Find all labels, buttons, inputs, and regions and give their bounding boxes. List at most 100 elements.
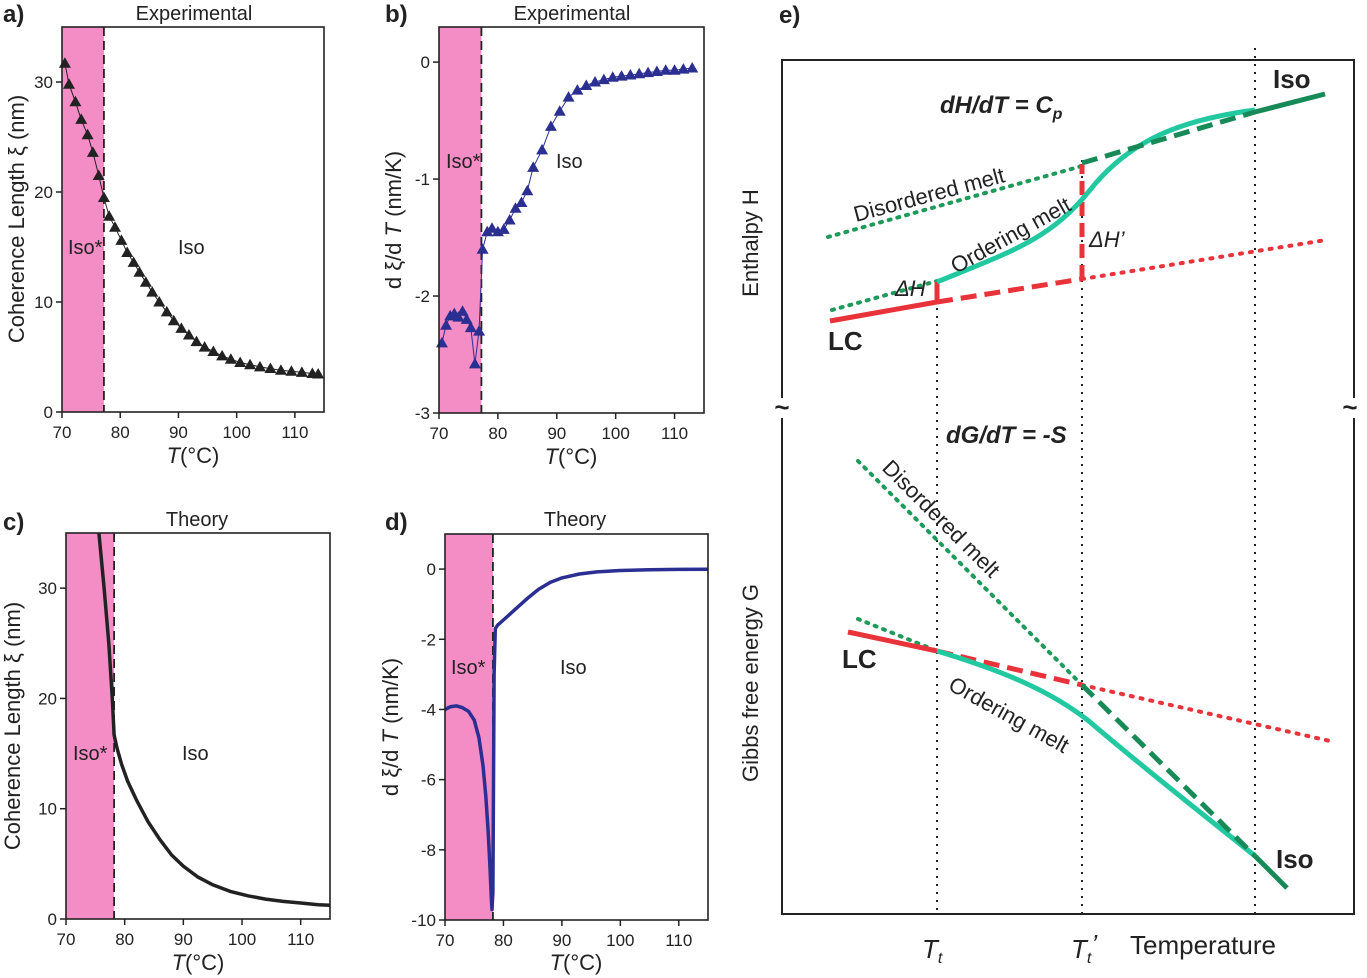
panel-b-data-point xyxy=(536,143,549,155)
panel-a-data-point xyxy=(121,246,134,257)
panel-d-ylabel: d ξ/d T (nm/K) xyxy=(378,658,403,796)
panel-d-x-tick-label: 110 xyxy=(665,931,692,950)
panel-b-data-point xyxy=(476,243,489,254)
panel-d-frame xyxy=(444,533,709,921)
panel-a-y-ticks: 0 10 20 30 xyxy=(34,73,62,422)
panel-c-series-line xyxy=(97,532,331,907)
panel-b-data-point xyxy=(686,61,699,73)
panel-b-y-tick-label: -1 xyxy=(415,170,430,189)
panel-b-shaded-region xyxy=(439,27,482,413)
panel-b-data-point xyxy=(464,321,477,333)
panel-b-data-point xyxy=(527,161,540,172)
panel-b-data-point xyxy=(460,313,473,324)
panel-b-region-right: Iso xyxy=(556,151,583,173)
panel-c-region-right: Iso xyxy=(182,743,209,765)
panel-a-data-point xyxy=(234,356,247,367)
panel-b-x-tick-label: 100 xyxy=(601,424,629,443)
panel-d-y-tick-label: -6 xyxy=(421,771,436,790)
panel-b-data-point xyxy=(521,184,534,196)
panel-d-x-tick-label: 90 xyxy=(552,931,571,950)
enthalpy-ordering-melt-label: Ordering melt xyxy=(946,192,1075,278)
panel-b-data-point xyxy=(571,84,584,95)
panel-b-data-point xyxy=(562,91,575,102)
panel-e-xlabel: Temperature xyxy=(1130,930,1276,960)
gibbs-iso-dashed-line xyxy=(1080,683,1257,858)
panel-e-tick-Tt: Tt xyxy=(922,934,943,967)
panel-a-x-ticks: 70 80 90 100 110 xyxy=(53,412,308,442)
panel-c-region-left: Iso* xyxy=(73,743,108,765)
panel-b-data-point xyxy=(486,222,498,233)
panel-b-y-ticks: -3 -2 -1 0 xyxy=(415,53,439,423)
panel-e-ylabel-bottom: Gibbs free energy G xyxy=(738,584,763,782)
panel-a-data-point xyxy=(175,322,188,333)
panel-d-title: Theory xyxy=(544,509,606,531)
panel-b-data-point xyxy=(509,202,522,213)
panel-d-x-tick-label: 100 xyxy=(606,931,634,950)
panel-d-label: d) xyxy=(385,509,408,536)
panel-a-xlabel: T(°C) xyxy=(167,443,220,468)
enthalpy-lc-dashed-line xyxy=(936,276,1083,305)
panel-d-y-tick-label: -4 xyxy=(421,700,436,719)
panel-b-data-point xyxy=(615,70,628,81)
panel-c-y-ticks: 0 10 20 30 xyxy=(38,579,66,929)
panel-a-data-point xyxy=(160,305,173,317)
enthalpy-iso-solid-line xyxy=(1254,91,1326,115)
panel-c-frame xyxy=(65,532,331,920)
panel-b-data-point xyxy=(624,68,637,80)
panel-b-region-left: Iso* xyxy=(446,151,481,173)
panel-c-shaded-region xyxy=(66,533,115,919)
panel-c-y-tick-label: 10 xyxy=(38,800,57,819)
panel-b-data-point xyxy=(633,67,646,79)
panel-a-data-point xyxy=(153,296,166,307)
enthalpy-dH2-label: ΔH’ xyxy=(1088,227,1126,252)
panel-e-break-right: ~ xyxy=(1342,392,1357,422)
panel-b-data-point xyxy=(452,311,465,322)
panel-a-y-tick-label: 10 xyxy=(34,293,53,312)
panel-b-data-point xyxy=(606,71,619,82)
panel-d: d) Theory 70 80 90 100 110 -10 -8 -6 -4 -2 0 Iso*… xyxy=(378,509,709,975)
panel-c-x-ticks: 70 80 90 100 110 xyxy=(57,919,314,949)
panel-b-data-point xyxy=(473,325,486,336)
panel-e-break-left: ~ xyxy=(774,392,789,422)
panel-d-xlabel: T(°C) xyxy=(550,950,603,975)
panel-b-data-point xyxy=(503,214,516,225)
panel-a: a) Experimental 70 80 90 100 110 0 10 20 30 Iso… xyxy=(3,1,325,468)
enthalpy-disordered-melt-line xyxy=(826,164,1084,239)
panel-a-label: a) xyxy=(3,1,24,28)
panel-b-data-point xyxy=(677,63,690,74)
panel-b-data-point xyxy=(668,64,681,75)
enthalpy-disordered-melt-lower xyxy=(830,279,939,312)
panel-c-y-tick-label: 0 xyxy=(48,910,57,929)
panel-a-data-point xyxy=(312,368,325,379)
panel-a-data-point xyxy=(295,366,308,377)
panel-b-title: Experimental xyxy=(514,3,631,25)
panel-b-markers xyxy=(435,61,699,369)
panel-d-x-tick-label: 70 xyxy=(436,931,455,950)
panel-b-x-tick-label: 90 xyxy=(547,424,566,443)
panel-e-eq-top: dH/dT = Cp xyxy=(940,92,1063,123)
enthalpy-lc-solid-line xyxy=(829,299,938,324)
panel-a-data-point xyxy=(75,113,88,124)
gibbs-lc-label: LC xyxy=(842,644,877,674)
panel-a-frame xyxy=(61,26,325,413)
panel-d-y-tick-label: -10 xyxy=(411,911,436,930)
panel-e-frame-bottom xyxy=(781,418,1355,915)
panel-a-y-tick-label: 30 xyxy=(34,73,53,92)
panel-b-data-point xyxy=(515,196,528,207)
gibbs-lc-solid-line xyxy=(847,629,938,654)
panel-a-markers xyxy=(58,57,325,379)
panel-a-data-point xyxy=(253,360,266,372)
panel-a-x-tick-label: 110 xyxy=(281,423,308,442)
enthalpy-ordering-melt-curve xyxy=(936,107,1256,285)
enthalpy-lc-dotted-line xyxy=(1080,238,1328,281)
panel-a-data-point xyxy=(97,191,110,202)
panel-d-shaded-region xyxy=(445,534,493,920)
panel-a-data-point xyxy=(244,358,257,370)
panel-a-data-point xyxy=(108,221,121,232)
enthalpy-iso-dashed-line xyxy=(1081,109,1256,166)
panel-b-ylabel: d ξ/d T (nm/K) xyxy=(381,151,406,289)
gibbs-iso-solid-line xyxy=(1253,854,1289,890)
panel-c-ylabel: Coherence Length ξ (nm) xyxy=(0,602,25,850)
panel-a-data-point xyxy=(285,365,298,376)
